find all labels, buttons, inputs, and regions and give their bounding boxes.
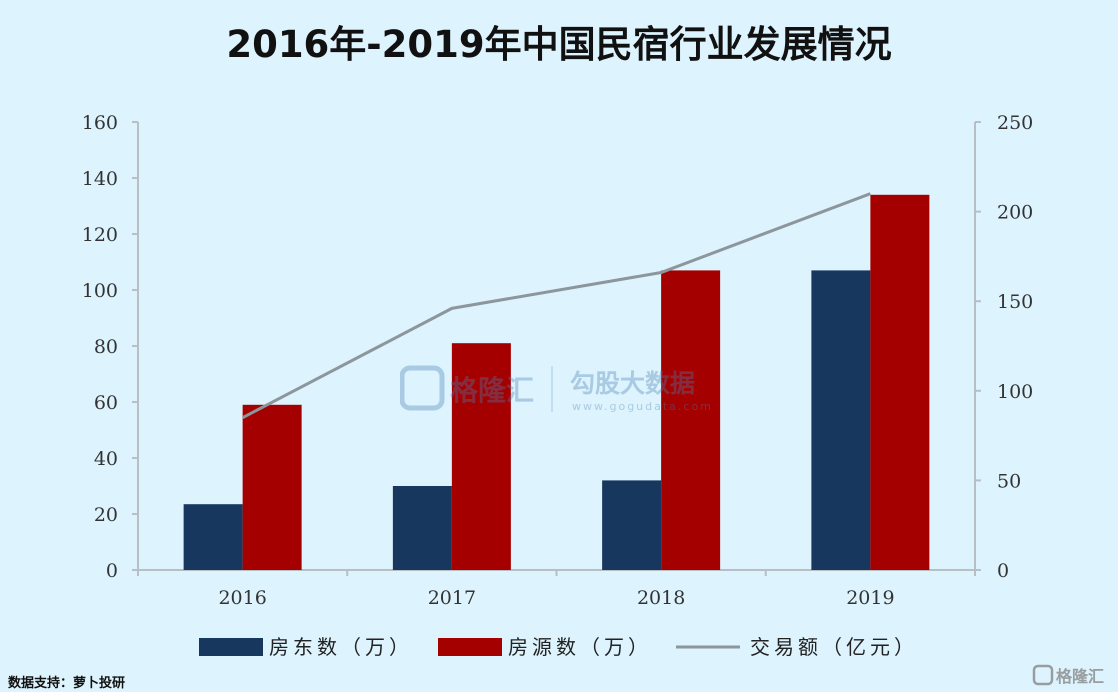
line-group — [241, 192, 871, 420]
left-tick-label: 60 — [94, 392, 118, 414]
left-tick-label: 140 — [82, 168, 118, 190]
bar-landlords — [811, 270, 871, 570]
x-tick-label: 2016 — [218, 587, 266, 609]
x-tick-label: 2017 — [428, 587, 476, 609]
legend-label-landlords: 房东数（万） — [269, 635, 413, 659]
left-tick-label: 20 — [94, 504, 118, 526]
bar-listings — [451, 343, 511, 570]
x-tick-label: 2019 — [846, 587, 894, 609]
left-tick-label: 120 — [82, 224, 118, 246]
bar-landlords — [392, 486, 452, 570]
right-tick-label: 100 — [997, 381, 1033, 403]
left-tick-label: 0 — [106, 560, 118, 582]
legend-swatch-listings — [438, 638, 502, 656]
legend-label-transactions: 交易额（亿元） — [750, 635, 918, 659]
left-tick-label: 40 — [94, 448, 118, 470]
right-tick-label: 200 — [997, 202, 1033, 224]
right-tick-label: 0 — [997, 560, 1009, 582]
bar-listings — [661, 270, 721, 570]
left-tick-label: 100 — [82, 280, 118, 302]
source-note: 数据支持：萝卜投研 — [8, 676, 126, 691]
legend-label-listings: 房源数（万） — [508, 635, 652, 659]
bar-listings — [242, 404, 302, 570]
x-tick-label: 2018 — [637, 587, 685, 609]
bars-group — [183, 194, 930, 571]
left-tick-label: 80 — [94, 336, 118, 358]
right-tick-label: 250 — [997, 112, 1033, 134]
chart-title: 2016年-2019年中国民宿行业发展情况 — [226, 23, 892, 66]
right-tick-label: 50 — [997, 470, 1021, 492]
bar-landlords — [183, 504, 243, 570]
bar-listings — [870, 194, 930, 571]
bar-landlords — [602, 480, 662, 570]
transaction-line — [241, 192, 871, 420]
left-tick-label: 160 — [82, 112, 118, 134]
legend: 房东数（万） 房源数（万） 交易额（亿元） — [199, 635, 918, 659]
ticks-group: 0 20 40 60 80 100 120 140 160 0 50 100 150 200 250 2016… — [82, 112, 1034, 609]
legend-swatch-landlords — [199, 638, 263, 656]
right-tick-label: 150 — [997, 291, 1033, 313]
